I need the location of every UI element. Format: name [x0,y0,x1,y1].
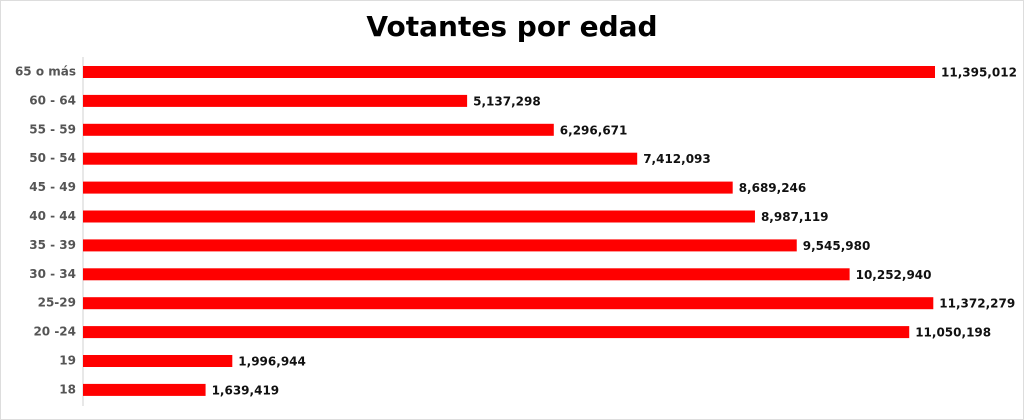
bar [83,326,910,339]
chart-title: Votantes por edad [366,10,657,43]
y-tick-label: 55 - 59 [29,122,76,136]
y-tick-label: 50 - 54 [29,151,76,165]
bar [83,239,797,252]
bar [83,268,850,281]
y-tick-label: 40 - 44 [29,209,76,223]
value-label: 9,545,980 [803,239,871,253]
bar [83,152,638,165]
bar [83,94,468,107]
value-label: 6,296,671 [560,123,628,137]
bar [83,210,755,223]
bar [83,297,934,310]
value-label: 8,987,119 [761,210,829,224]
y-tick-label: 45 - 49 [29,180,76,194]
y-tick-label: 25-29 [38,296,76,310]
value-label: 11,050,198 [915,326,991,340]
y-tick-label: 60 - 64 [29,93,76,107]
y-tick-label: 30 - 34 [29,267,76,281]
y-tick-label: 65 o más [15,65,76,79]
y-tick-label: 18 [59,382,76,396]
value-label: 11,395,012 [941,66,1017,80]
bar [83,181,733,194]
value-label: 10,252,940 [856,268,932,282]
bar [83,123,554,136]
y-tick-label: 35 - 39 [29,238,76,252]
value-label: 1,996,944 [238,355,306,369]
y-tick-label: 19 [59,354,76,368]
bar [83,66,935,78]
value-label: 7,412,093 [643,152,711,166]
value-label: 11,372,279 [939,297,1015,311]
y-tick-label: 20 -24 [33,325,76,339]
bar [83,355,233,367]
value-label: 5,137,298 [473,94,541,108]
value-label: 1,639,419 [212,383,280,397]
value-label: 8,689,246 [739,181,807,195]
bar [83,383,206,396]
